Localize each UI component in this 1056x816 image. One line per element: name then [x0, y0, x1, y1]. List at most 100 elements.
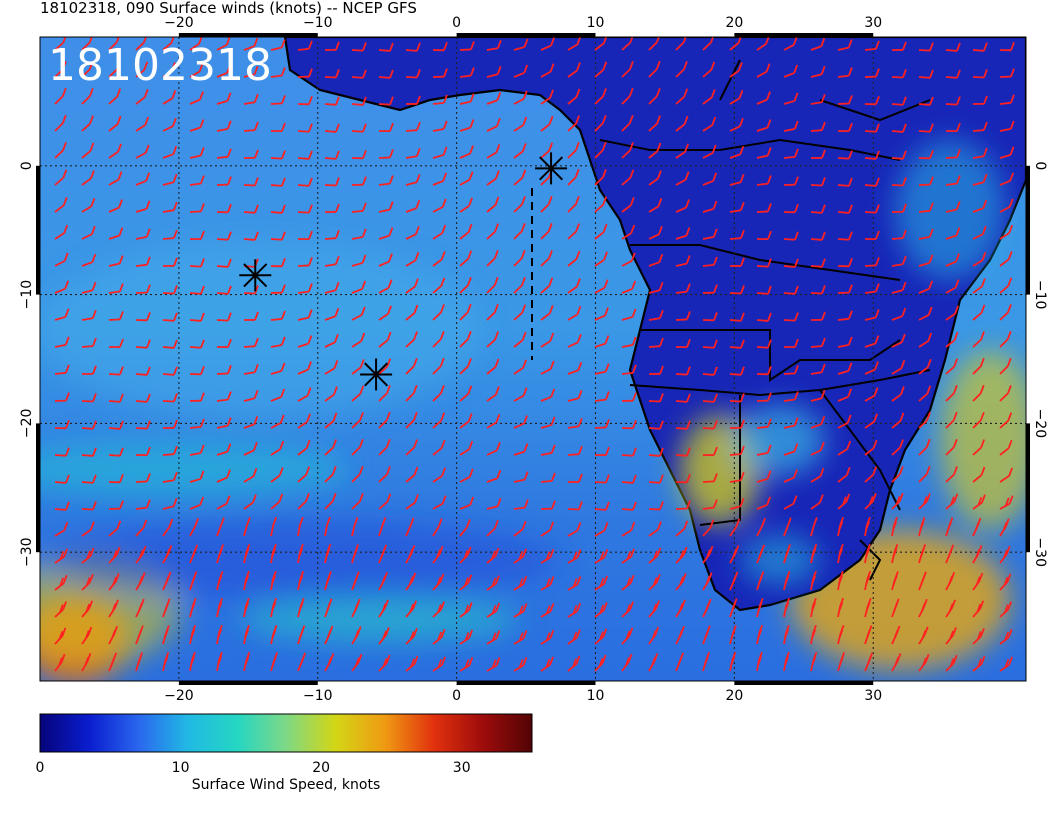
- wind-barb: [351, 571, 360, 591]
- wind-barb: [135, 598, 145, 618]
- wind-barb: [243, 363, 259, 375]
- wind-barb: [486, 331, 499, 348]
- storm-marker: [360, 358, 393, 391]
- wind-barb: [972, 494, 986, 510]
- wind-barb: [459, 358, 472, 375]
- wind-barb: [135, 572, 146, 591]
- wind-barb: [297, 466, 311, 483]
- wind-barb: [891, 625, 901, 645]
- wind-barb: [864, 361, 879, 375]
- wind-barb: [243, 570, 250, 591]
- wind-barb: [999, 439, 1013, 456]
- wind-barb: [810, 415, 826, 429]
- wind-barb: [918, 544, 927, 564]
- wind-barb: [648, 447, 664, 457]
- wind-barb: [81, 547, 95, 564]
- wind-barb: [54, 501, 70, 511]
- wind-barb: [459, 119, 475, 132]
- wind-barb: [864, 204, 880, 214]
- wind-barb: [594, 114, 607, 132]
- wind-barb: [513, 196, 526, 213]
- wind-barb: [918, 465, 931, 483]
- wind-barb: [756, 230, 772, 241]
- wind-barb: [351, 493, 364, 510]
- wind-barb: [702, 256, 718, 267]
- wind-barb: [783, 204, 799, 214]
- wind-barb: [270, 624, 278, 645]
- wind-barb: [378, 599, 389, 618]
- wind-barb: [81, 309, 97, 321]
- wind-barb: [189, 285, 205, 295]
- wind-barb: [621, 87, 634, 105]
- wind-barb: [702, 499, 718, 510]
- wind-barb: [702, 652, 710, 672]
- wind-barb: [270, 516, 278, 537]
- wind-barb: [54, 224, 69, 240]
- wind-barb: [810, 37, 826, 51]
- wind-barb: [729, 625, 737, 645]
- wind-barb: [297, 68, 313, 78]
- axis-bars: [36, 33, 1030, 685]
- wind-barb: [351, 516, 359, 537]
- wind-barb: [432, 198, 447, 213]
- wind-barb: [783, 544, 791, 564]
- wind-barb: [540, 89, 554, 105]
- wind-barb: [837, 570, 844, 591]
- wind-barb: [405, 494, 419, 510]
- colorbar-label: Surface Wind Speed, knots: [192, 777, 381, 793]
- wind-barb: [81, 197, 96, 213]
- wind-barb: [81, 574, 94, 591]
- wind-barb: [54, 336, 70, 348]
- wind-barb: [135, 393, 151, 403]
- wind-barb: [837, 67, 853, 78]
- wind-barb: [729, 445, 745, 456]
- wind-barb: [783, 417, 799, 429]
- lat-tick-label-right: 0: [1032, 161, 1048, 170]
- wind-barb: [405, 411, 418, 429]
- wind-barb: [918, 653, 930, 672]
- wind-barb: [567, 361, 583, 375]
- wind-barb: [81, 337, 97, 348]
- lon-tick-label-bottom: 20: [725, 688, 743, 704]
- wind-barb: [513, 90, 528, 105]
- wind-barb: [702, 312, 718, 322]
- wind-barb: [216, 64, 232, 78]
- wind-barb: [891, 516, 898, 537]
- wind-barb: [513, 656, 528, 672]
- wind-barb: [405, 655, 419, 672]
- wind-barb: [108, 447, 124, 457]
- wind-barb: [81, 225, 96, 240]
- wind-barb: [162, 257, 178, 267]
- wind-barb: [972, 304, 986, 321]
- wind-barb: [297, 598, 305, 618]
- wind-barb: [486, 441, 501, 456]
- wind-barb: [567, 223, 580, 240]
- wind-barb: [540, 656, 554, 672]
- wind-barb: [891, 150, 907, 160]
- wind-barb: [54, 61, 67, 78]
- wind-barb: [945, 253, 960, 267]
- wind-barb: [702, 37, 715, 51]
- wind-barb: [648, 225, 663, 240]
- wind-barb: [378, 466, 391, 483]
- wind-barb: [648, 420, 664, 430]
- wind-barb: [675, 199, 690, 213]
- wind-barb: [621, 501, 637, 511]
- wind-barb: [891, 177, 907, 187]
- wind-barb: [459, 145, 474, 159]
- wind-barb: [837, 310, 853, 321]
- wind-barb: [540, 549, 555, 564]
- wind-barb: [351, 465, 364, 483]
- wind-barb: [162, 89, 177, 105]
- wind-barb: [378, 411, 391, 429]
- wind-barb: [243, 494, 257, 510]
- wind-barb: [783, 469, 798, 483]
- wind-barb: [135, 625, 144, 645]
- wind-barb: [783, 92, 799, 105]
- wind-barb: [918, 42, 934, 52]
- wind-barb: [162, 471, 178, 483]
- wind-barb: [837, 543, 844, 564]
- wind-barb: [216, 338, 232, 349]
- wind-barb: [243, 121, 259, 132]
